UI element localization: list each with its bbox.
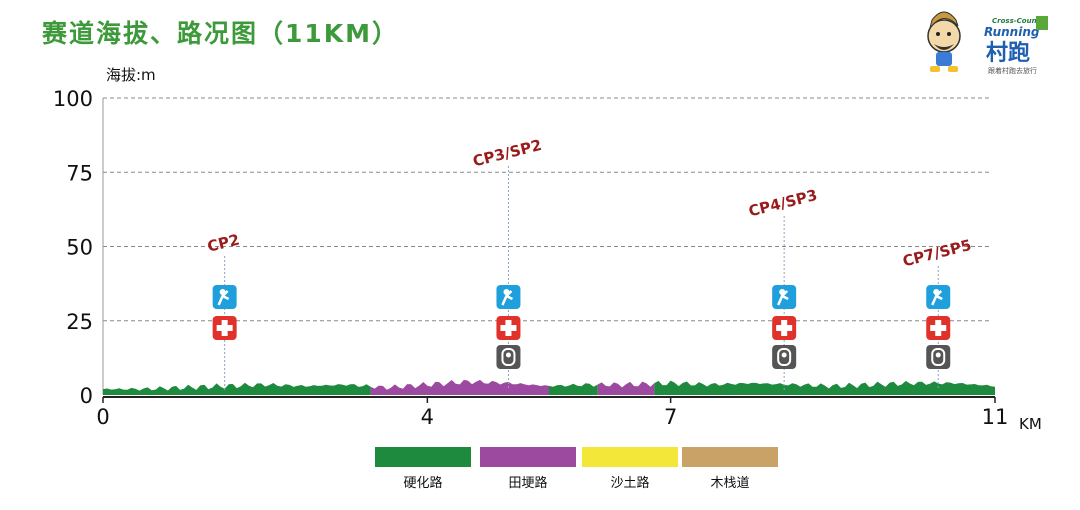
checkpoint: CP3/SP2 [471,136,543,390]
x-axis [102,396,996,403]
legend-label: 田埂路 [508,475,547,491]
toilet-icon [772,345,797,369]
medical-icon [496,316,521,340]
cross-h [930,325,947,331]
legend-label: 硬化路 [403,475,442,491]
toilet-dot [781,352,787,358]
water-icon [496,285,521,309]
x-tick-label: 0 [96,405,109,429]
checkpoints: CP2 CP3/SP2 CP4/SP3 CP7/SP5 [206,136,973,390]
legend: 硬化路 田埂路 沙土路 木栈道 [375,447,778,491]
grid [102,97,990,395]
x-tick-labels: 0 4 7 11 [96,405,1008,429]
toilet-dot [935,352,941,358]
legend-item: 硬化路 [375,447,471,491]
toilet-outline [777,348,792,366]
mascot-icon [927,11,961,72]
toilet-outline [931,348,946,366]
y-tick-label: 100 [53,87,93,111]
surface-segment [549,383,598,395]
checkpoint: CP7/SP5 [901,236,973,390]
logo-top-line: Cross-Country [992,17,1048,25]
y-tick-labels: 0 25 50 75 100 [53,87,93,408]
toilet-outline [501,348,516,366]
runner-body [777,290,789,306]
y-tick-label: 25 [66,310,93,334]
toilet-dot [505,352,511,358]
legend-swatch [582,447,678,467]
medical-icon [212,316,237,340]
legend-swatch [682,447,778,467]
x-tick-label: 7 [664,405,677,429]
y-axis-label: 海拔:m [106,66,156,84]
surface-profile [103,379,995,395]
logo-tag: 跟着村跑去旅行 [988,66,1037,75]
y-tick-label: 50 [66,236,93,260]
cross-h [500,325,517,331]
legend-item: 沙土路 [582,447,678,491]
checkpoint-label: CP4/SP3 [747,186,819,220]
surface-segment [597,381,655,395]
toilet-icon [926,345,951,369]
checkpoint-label: CP2 [206,230,242,255]
water-icon [212,285,237,309]
surface-segment [654,380,995,395]
legend-swatch [480,447,576,467]
surface-segment [103,382,371,395]
y-tick-label: 75 [66,161,93,185]
legend-item: 木栈道 [682,447,778,491]
runner-body [931,290,943,306]
water-icon [772,285,797,309]
legend-label: 木栈道 [710,476,749,491]
x-tick-label: 11 [982,405,1009,429]
y-tick-label: 0 [80,384,93,408]
logo-leaf-icon [1036,16,1048,30]
medical-icon [772,316,797,340]
legend-swatch [375,447,471,467]
surface-segment [370,379,549,395]
checkpoint-label: CP7/SP5 [901,236,973,270]
medical-icon [926,316,951,340]
x-tick-label: 4 [421,405,434,429]
logo-cn: 村跑 [986,41,1030,66]
toilet-icon [496,345,521,369]
logo: Cross-Country Running 村跑 跟着村跑去旅行 [927,11,1048,75]
checkpoint-label: CP3/SP2 [471,136,543,170]
runner-body [501,290,514,306]
cross-h [216,325,233,331]
x-axis-label: KM [1019,415,1042,433]
legend-item: 田埂路 [480,447,576,491]
logo-mid-line: Running [984,25,1040,39]
cross-h [776,325,793,331]
checkpoint: CP4/SP3 [747,186,819,390]
legend-label: 沙土路 [610,475,649,491]
chart-title: 赛道海拔、路况图（11KM） [42,19,400,48]
water-icon [926,285,951,309]
runner-body [217,290,230,306]
checkpoint: CP2 [206,230,242,390]
